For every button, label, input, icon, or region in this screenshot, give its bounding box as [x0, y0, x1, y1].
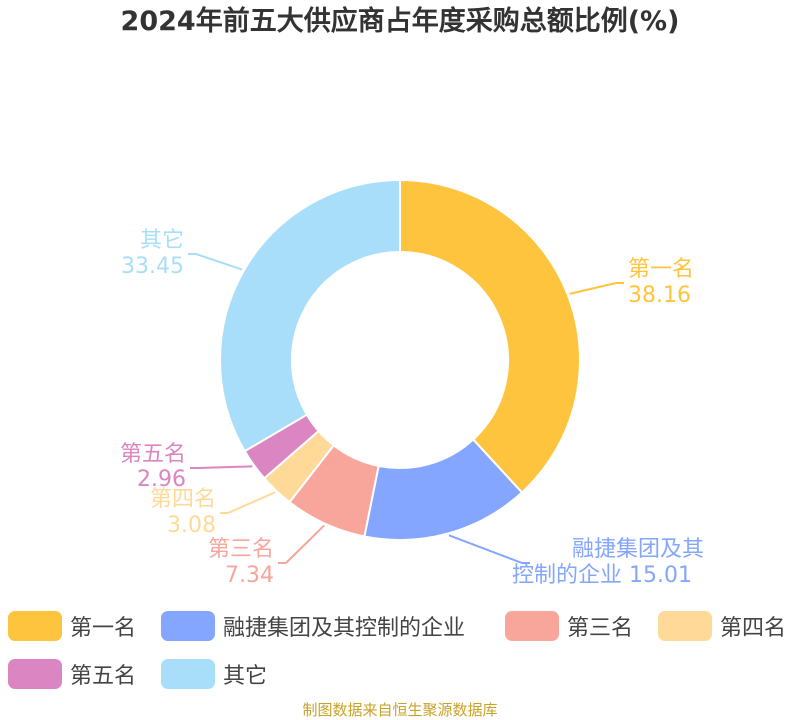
legend-item-6[interactable]: 其它	[161, 652, 267, 696]
data-source-note: 制图数据来自恒生聚源数据库	[302, 701, 498, 719]
slice-label-name-5: 第五名	[120, 442, 186, 467]
legend-swatch-6	[161, 659, 215, 689]
legend-item-5[interactable]: 第五名	[8, 652, 136, 696]
legend-item-3[interactable]: 第三名	[505, 604, 633, 648]
leader-line-1	[569, 282, 617, 295]
legend-swatch-2	[161, 611, 215, 641]
slice-label-value-6: 33.45	[121, 254, 184, 279]
slice-label-name-4: 第四名	[150, 487, 216, 512]
legend-label-3: 第三名	[567, 616, 634, 641]
slice-label-value-3: 7.34	[225, 563, 274, 588]
donut-slice-1[interactable]	[399, 178, 581, 494]
legend-item-1[interactable]: 第一名	[8, 604, 136, 648]
legend-swatch-3	[505, 611, 559, 641]
legend-label-4: 第四名	[720, 616, 787, 641]
leader-line-4	[227, 491, 276, 514]
legend-swatch-5	[8, 659, 62, 689]
leader-line-5	[197, 465, 253, 469]
slice-label-value-4: 3.08	[167, 513, 216, 538]
slice-label-name-2: 融捷集团及其	[572, 537, 704, 562]
leader-line-3	[285, 524, 325, 564]
donut-slice-6[interactable]	[219, 178, 401, 453]
legend-label-5: 第五名	[70, 664, 137, 689]
leader-line-6	[195, 253, 243, 271]
slice-label-name-1: 第一名	[628, 257, 694, 282]
legend-swatch-4	[658, 611, 712, 641]
slice-label-name-3: 第三名	[208, 537, 274, 562]
slice-label-name-6: 其它	[140, 228, 184, 253]
legend-label-1: 第一名	[70, 616, 137, 641]
legend-item-4[interactable]: 第四名	[658, 604, 786, 648]
chart-title: 2024年前五大供应商占年度采购总额比例(%)	[120, 6, 680, 37]
legend-item-2[interactable]: 融捷集团及其控制的企业	[161, 604, 465, 648]
slice-label-value-2: 控制的企业 15.01	[512, 563, 692, 588]
slice-label-value-1: 38.16	[628, 283, 691, 308]
legend-swatch-1	[8, 611, 62, 641]
slice-label-value-5: 2.96	[137, 467, 186, 492]
legend-label-6: 其它	[223, 664, 268, 689]
leader-line-2	[448, 534, 523, 564]
legend-label-2: 融捷集团及其控制的企业	[223, 616, 466, 641]
